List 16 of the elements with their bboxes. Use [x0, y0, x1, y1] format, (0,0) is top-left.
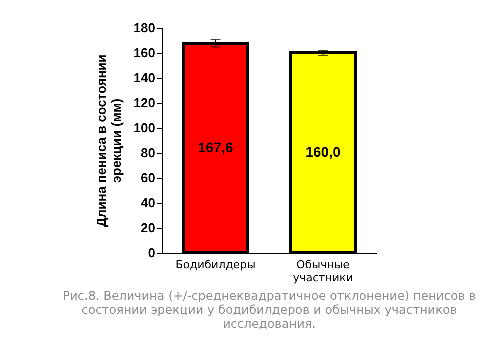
y-tick-label: 180: [134, 20, 156, 36]
y-tick-label: 140: [134, 70, 156, 86]
y-tick-label: 0: [148, 246, 156, 260]
y-tick-label: 80: [141, 146, 156, 160]
y-tick-label: 40: [141, 196, 156, 210]
y-tick-label: 60: [141, 170, 156, 186]
x-tick-label: Бодибилдеры: [176, 258, 256, 272]
y-tick-label: 120: [134, 96, 156, 110]
x-tick-label: Обычные участники: [293, 258, 354, 284]
text: Рис.8. Величина (+/-среднеквадратичное отклонение) пенисов в состоянии эрекции у бодибилдеров и обычных участников исследования.: [62, 289, 476, 331]
y-tick-label: 100: [134, 120, 156, 136]
y-tick-label: 160: [134, 46, 156, 60]
y-tick-label: 20: [141, 220, 156, 236]
data-label: 160,0: [306, 144, 341, 160]
data-label: 167,6: [198, 139, 234, 156]
y-axis-title: Длина пениса в состоянии эрекции (мм): [94, 54, 124, 228]
